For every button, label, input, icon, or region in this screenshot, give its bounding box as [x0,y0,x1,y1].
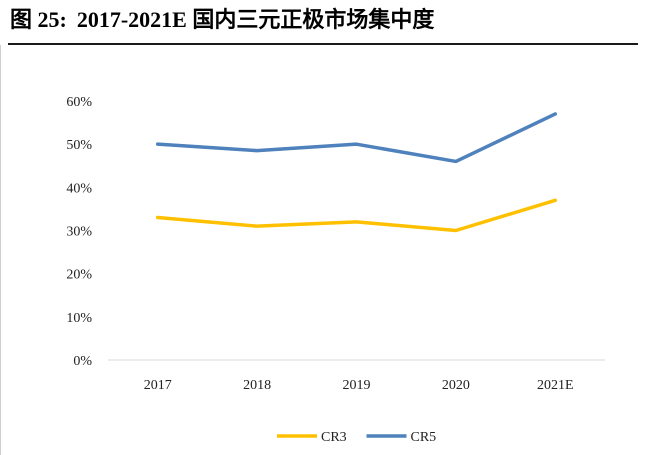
legend-label-cr3: CR3 [321,430,347,445]
x-tick-label: 2020 [442,378,470,393]
y-tick-label: 10% [66,311,92,326]
x-tick-label: 2021E [537,378,574,393]
series-line-cr3 [155,198,558,233]
y-tick-label: 30% [66,225,92,240]
x-axis: 2017 2018 2019 2020 2021E [144,378,574,393]
series-line-cr5 [155,112,558,164]
legend-label-cr5: CR5 [411,430,437,445]
figure-title: 图 25: 2017-2021E 国内三元正极市场集中度 [10,2,434,38]
figure-title-text: 2017-2021E 国内三元正极市场集中度 [76,7,435,32]
x-tick-label: 2018 [243,378,271,393]
y-tick-label: 50% [66,138,92,153]
figure-label: 图 25: [10,7,67,32]
frame-left-border [0,45,1,455]
x-tick-label: 2017 [144,378,172,393]
series-layer [155,112,558,233]
legend: CR3 CR5 [277,430,436,445]
y-axis: 0% 10% 20% 30% 40% 50% 60% [66,95,92,369]
title-underline [8,43,638,45]
y-tick-label: 60% [66,95,92,110]
y-tick-label: 40% [66,181,92,196]
y-tick-label: 20% [66,268,92,283]
y-tick-label: 0% [73,354,92,369]
x-tick-label: 2019 [343,378,371,393]
